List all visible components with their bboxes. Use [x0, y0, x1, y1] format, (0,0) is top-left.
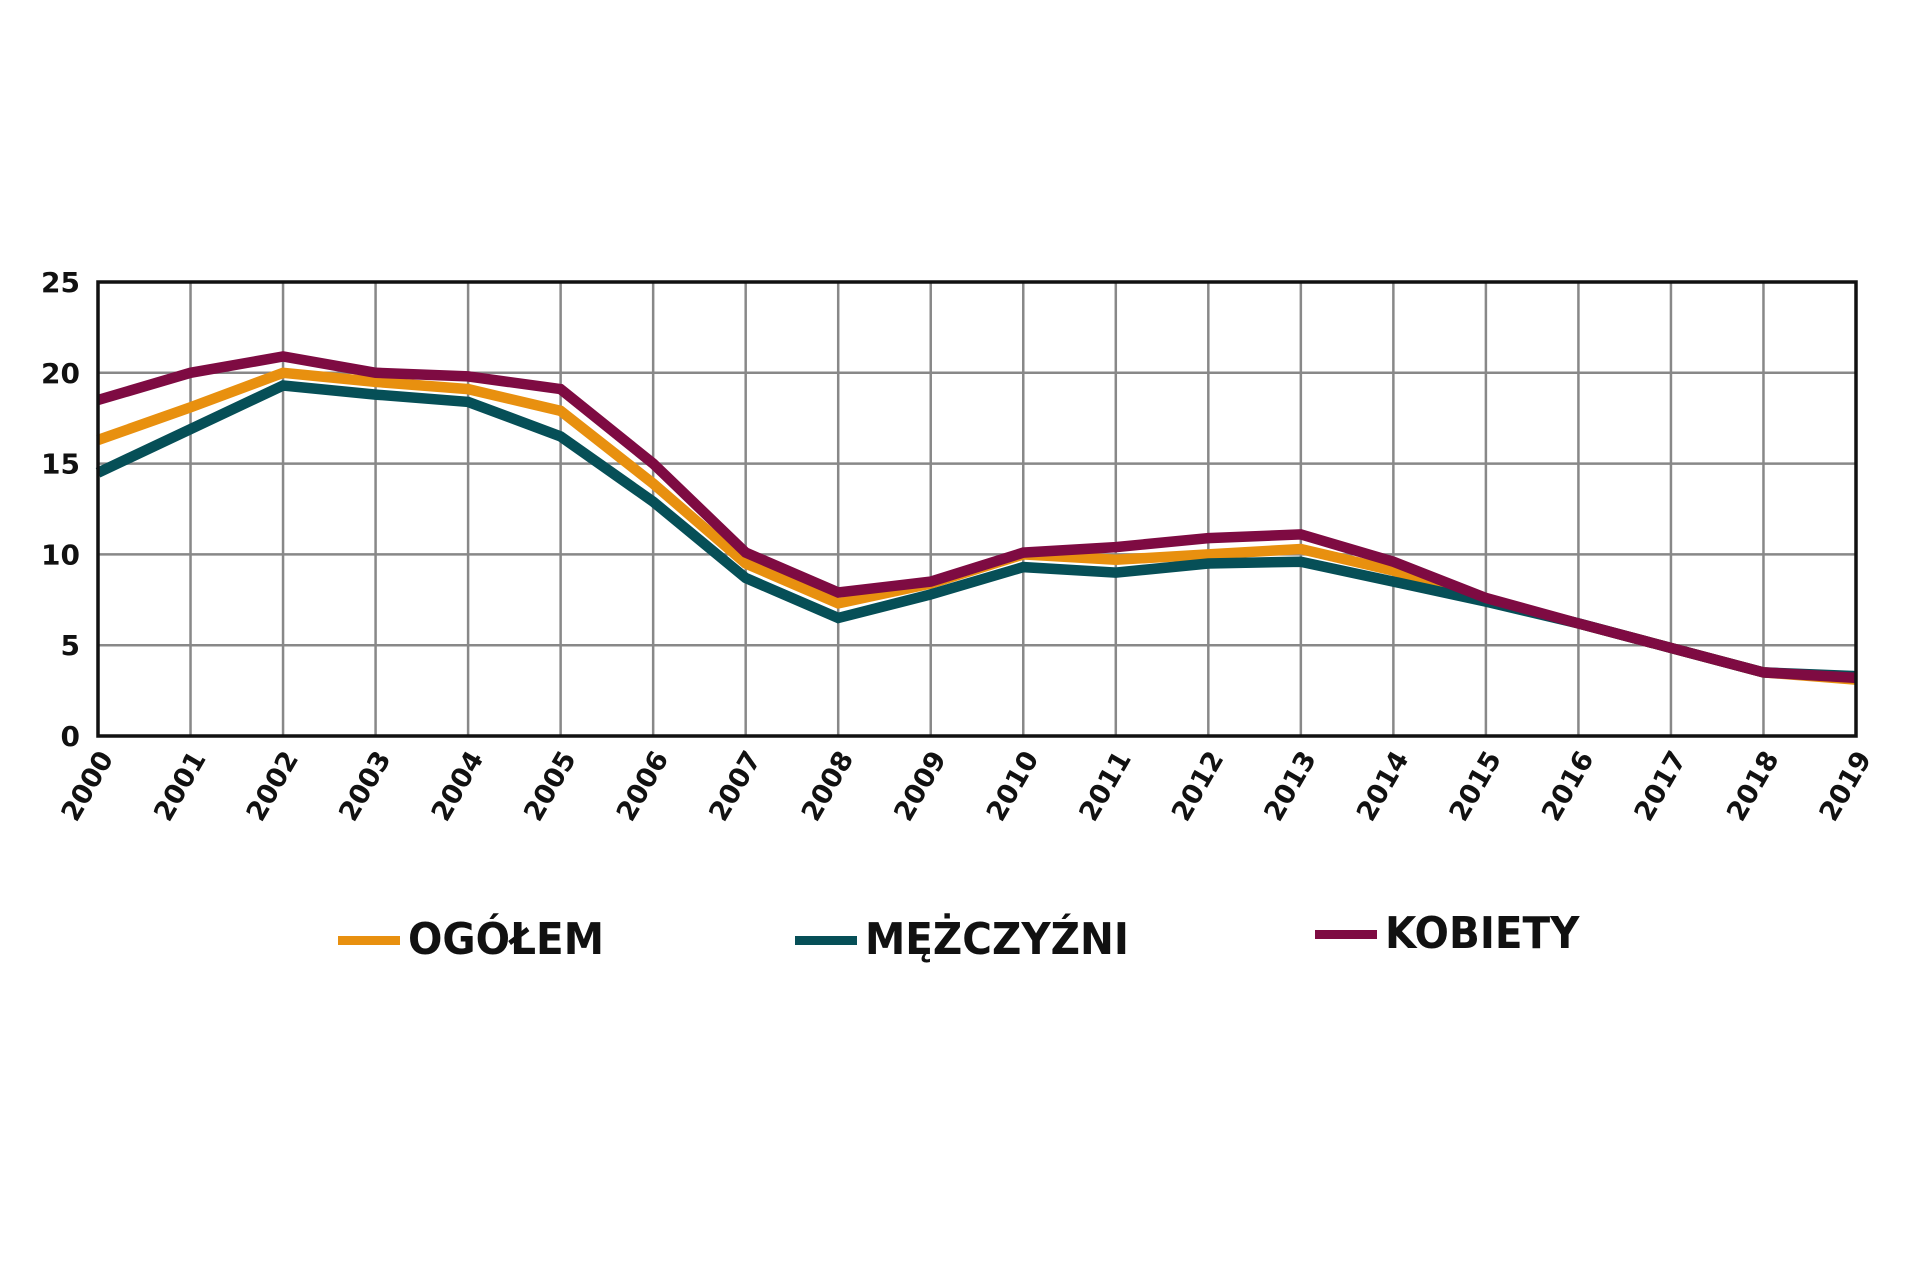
- x-tick-label: 2002: [241, 746, 305, 827]
- y-tick-label: 5: [61, 629, 80, 662]
- x-tick-label: 2019: [1814, 746, 1878, 827]
- legend-swatch-kobiety: [1315, 929, 1377, 939]
- x-axis-ticks: 2000 2001 2002 2003 2004 2005 2006 2007 2008 2009…: [56, 746, 1878, 827]
- x-tick-label: 2005: [518, 746, 582, 827]
- x-tick-label: 2013: [1258, 746, 1322, 827]
- y-tick-label: 25: [41, 266, 80, 299]
- legend-swatch-mezczyzni: [795, 935, 857, 945]
- x-tick-label: 2006: [611, 746, 675, 827]
- y-tick-label: 20: [41, 357, 80, 390]
- y-tick-label: 10: [41, 538, 80, 571]
- legend-label-mezczyzni: MĘŻCZYŹNI: [865, 914, 1129, 965]
- x-tick-label: 2015: [1444, 746, 1508, 827]
- legend-label-kobiety: KOBIETY: [1385, 908, 1580, 959]
- legend-swatch-ogolem: [338, 935, 400, 945]
- x-tick-label: 2000: [56, 746, 120, 827]
- x-tick-label: 2001: [148, 746, 212, 827]
- x-tick-label: 2009: [888, 746, 952, 827]
- x-tick-label: 2014: [1351, 746, 1415, 827]
- legend-label-ogolem: OGÓŁEM: [408, 914, 604, 965]
- series-line-kobiety: [96, 351, 1857, 684]
- x-tick-label: 2008: [796, 746, 860, 827]
- legend-item-kobiety: KOBIETY: [1315, 912, 1596, 956]
- x-tick-label: 2012: [1166, 746, 1230, 827]
- y-axis-ticks: 0 5 10 15 20 25: [41, 266, 80, 753]
- x-tick-label: 2017: [1629, 746, 1693, 827]
- series-line-ogółem: [96, 367, 1857, 685]
- x-tick-label: 2004: [426, 746, 490, 827]
- plot-frame: [96, 280, 1858, 738]
- legend-item-mezczyzni: MĘŻCZYŹNI: [795, 918, 1152, 962]
- chart-grid: [96, 280, 1858, 738]
- x-tick-label: 2011: [1073, 746, 1137, 827]
- x-tick-label: 2018: [1721, 746, 1785, 827]
- x-tick-label: 2003: [333, 746, 397, 827]
- legend-item-ogolem: OGÓŁEM: [338, 918, 621, 962]
- y-tick-label: 0: [61, 720, 80, 753]
- chart-series: [95, 351, 1857, 685]
- x-tick-label: 2016: [1536, 746, 1600, 827]
- x-tick-label: 2010: [981, 746, 1045, 827]
- y-tick-label: 15: [41, 448, 80, 481]
- x-tick-label: 2007: [703, 746, 767, 827]
